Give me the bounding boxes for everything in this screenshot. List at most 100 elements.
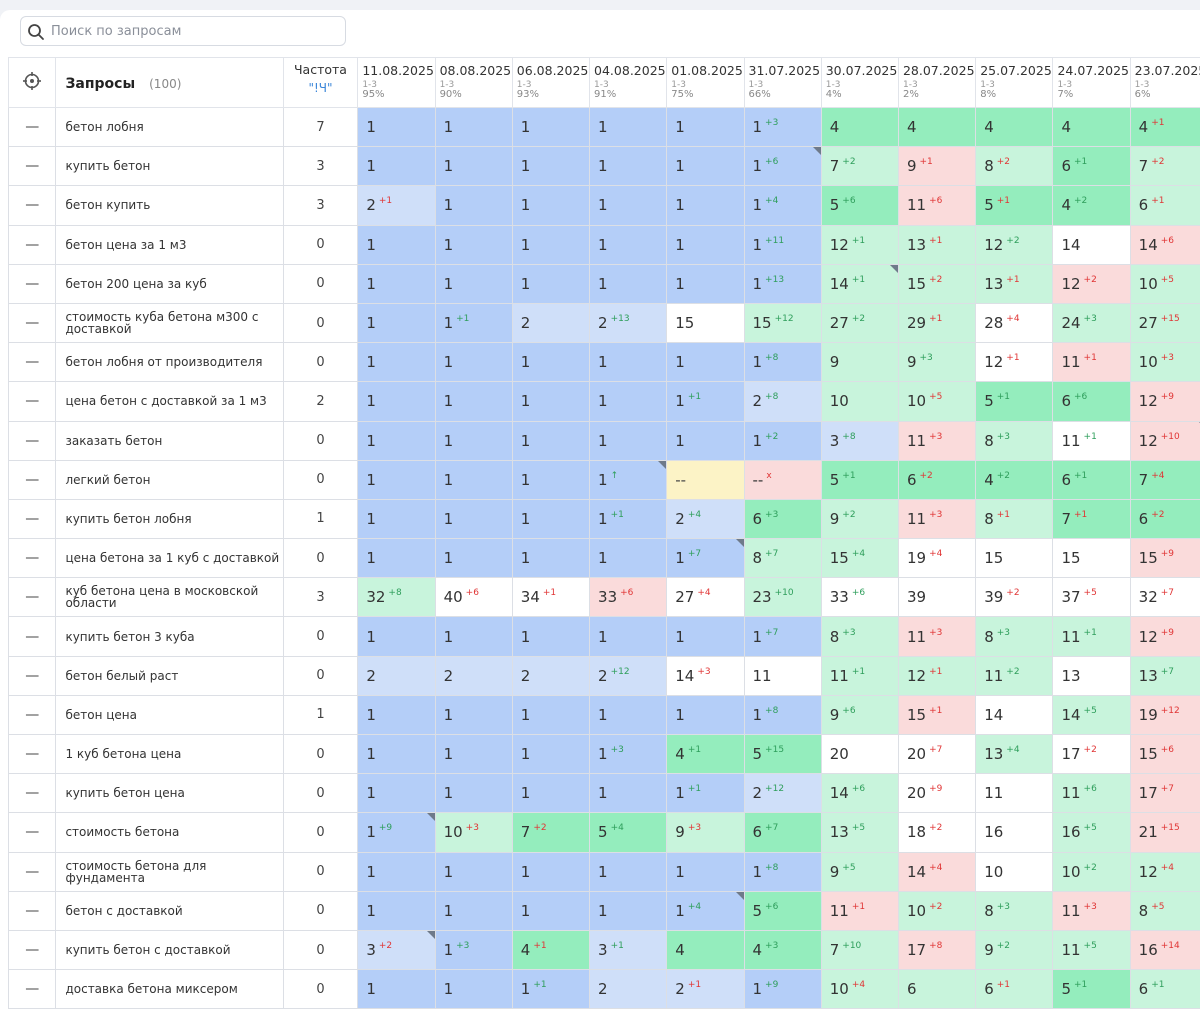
position-cell[interactable]: 5 +1 xyxy=(820,459,899,500)
position-cell[interactable]: 8 +2 xyxy=(975,146,1054,187)
position-cell[interactable]: 1 xyxy=(511,498,591,540)
position-cell[interactable]: 1 +7 xyxy=(666,538,745,579)
position-cell[interactable]: 10 +3 xyxy=(434,812,513,853)
position-cell[interactable]: 3 +8 xyxy=(820,420,899,461)
position-cell[interactable]: 6 +1 xyxy=(1129,185,1200,226)
row-collapse-toggle[interactable]: — xyxy=(7,498,57,540)
position-cell[interactable]: 1 +1 xyxy=(511,969,591,1010)
position-cell[interactable]: 1 xyxy=(357,106,436,148)
position-cell[interactable]: 6 +2 xyxy=(1129,498,1200,540)
position-cell[interactable]: 32 +8 xyxy=(357,577,436,618)
position-cell[interactable]: 7 +2 xyxy=(1129,146,1200,187)
position-cell[interactable]: -- xyxy=(666,459,745,500)
position-cell[interactable]: 5 +6 xyxy=(820,185,899,226)
position-cell[interactable]: 12 +2 xyxy=(1052,263,1131,304)
position-cell[interactable]: 1 xyxy=(666,224,745,265)
position-cell[interactable]: 1 +9 xyxy=(357,812,436,853)
row-collapse-toggle[interactable]: — xyxy=(7,420,57,461)
query-text[interactable]: бетон цена xyxy=(55,694,284,736)
position-cell[interactable]: 1 xyxy=(589,263,668,304)
position-cell[interactable]: 4 +2 xyxy=(975,459,1054,500)
position-cell[interactable]: 1 xyxy=(589,185,668,226)
position-cell[interactable]: 14 +5 xyxy=(1052,694,1131,736)
position-cell[interactable]: 1 xyxy=(666,420,745,461)
position-cell[interactable]: 1 xyxy=(589,224,668,265)
position-cell[interactable]: 15 +4 xyxy=(820,538,899,579)
position-cell[interactable]: 1 xyxy=(511,694,591,736)
query-text[interactable]: цена бетона за 1 куб с доставкой xyxy=(55,538,284,579)
position-cell[interactable]: 1 xyxy=(511,733,591,775)
position-cell[interactable]: 7 +2 xyxy=(511,812,591,853)
position-cell[interactable]: 32 +7 xyxy=(1129,577,1200,618)
position-cell[interactable]: 13 +5 xyxy=(820,812,899,853)
position-cell[interactable]: 6 +7 xyxy=(743,812,822,853)
position-cell[interactable]: 1 xyxy=(511,890,591,931)
query-text[interactable]: бетон купить xyxy=(55,185,284,226)
position-cell[interactable]: 1 xyxy=(434,733,513,775)
position-cell[interactable]: 10 +5 xyxy=(1129,263,1200,304)
position-cell[interactable]: 6 +6 xyxy=(1052,381,1131,422)
position-cell[interactable]: 7 +4 xyxy=(1129,459,1200,500)
position-cell[interactable]: 1 xyxy=(357,146,436,187)
position-cell[interactable]: 1 xyxy=(589,694,668,736)
position-cell[interactable]: 1 xyxy=(434,146,513,187)
position-cell[interactable]: 1 xyxy=(511,616,591,657)
position-cell[interactable]: 1 xyxy=(434,969,513,1010)
position-cell[interactable]: 2 +12 xyxy=(589,655,668,696)
position-cell[interactable]: 6 +1 xyxy=(1129,969,1200,1010)
position-cell[interactable]: 19 +12 xyxy=(1129,694,1200,736)
position-cell[interactable]: 1 xyxy=(511,146,591,187)
position-cell[interactable]: 6 +2 xyxy=(897,459,977,500)
search-input[interactable] xyxy=(51,21,341,41)
query-text[interactable]: бетон белый раст xyxy=(55,655,284,696)
position-cell[interactable]: 1 +1 xyxy=(666,773,745,814)
position-cell[interactable]: 1 xyxy=(434,420,513,461)
position-cell[interactable]: 1 xyxy=(434,185,513,226)
position-cell[interactable]: 12 +1 xyxy=(820,224,899,265)
position-cell[interactable]: 11 +1 xyxy=(820,655,899,696)
position-cell[interactable]: 29 +1 xyxy=(897,302,977,344)
position-cell[interactable]: 9 +3 xyxy=(897,342,977,383)
row-collapse-toggle[interactable]: — xyxy=(7,302,57,344)
position-cell[interactable]: 1 xyxy=(666,342,745,383)
position-cell[interactable]: 7 +10 xyxy=(820,929,899,971)
query-text[interactable]: бетон цена за 1 м3 xyxy=(55,224,284,265)
position-cell[interactable]: 1 xyxy=(511,381,591,422)
position-cell[interactable]: 1 xyxy=(434,851,513,892)
position-cell[interactable]: 13 +1 xyxy=(975,263,1054,304)
position-cell[interactable]: 12 +9 xyxy=(1129,616,1200,657)
position-cell[interactable]: 2 +1 xyxy=(666,969,745,1010)
position-cell[interactable]: 10 +5 xyxy=(897,381,977,422)
position-cell[interactable]: 8 +3 xyxy=(820,616,899,657)
row-collapse-toggle[interactable]: — xyxy=(7,224,57,265)
position-cell[interactable]: 3 +1 xyxy=(589,929,668,971)
row-collapse-toggle[interactable]: — xyxy=(7,106,57,148)
position-cell[interactable]: 33 +6 xyxy=(589,577,668,618)
position-cell[interactable]: 11 +3 xyxy=(1052,890,1131,931)
position-cell[interactable]: 9 +1 xyxy=(897,146,977,187)
position-cell[interactable]: 1 +8 xyxy=(743,851,822,892)
query-text[interactable]: стоимость куба бетона м300 с доставкой xyxy=(55,302,284,344)
position-cell[interactable]: 14 xyxy=(975,694,1054,736)
row-collapse-toggle[interactable]: — xyxy=(7,694,57,736)
position-cell[interactable]: 4 +3 xyxy=(743,929,822,971)
queries-column-header[interactable]: Запросы (100) xyxy=(55,57,284,108)
position-cell[interactable]: 1 +1 xyxy=(589,498,668,540)
position-cell[interactable]: 11 +6 xyxy=(897,185,977,226)
position-cell[interactable]: 11 +1 xyxy=(1052,616,1131,657)
position-cell[interactable]: 1 xyxy=(589,773,668,814)
query-text[interactable]: стоимость бетона xyxy=(55,812,284,853)
position-cell[interactable]: 6 +1 xyxy=(975,969,1054,1010)
position-cell[interactable]: 11 +3 xyxy=(897,616,977,657)
position-cell[interactable]: 1 +8 xyxy=(743,694,822,736)
position-cell[interactable]: 1 xyxy=(434,381,513,422)
frequency-mode-link[interactable]: "!Ч" xyxy=(308,81,333,95)
query-text[interactable]: 1 куб бетона цена xyxy=(55,733,284,775)
row-collapse-toggle[interactable]: — xyxy=(7,342,57,383)
position-cell[interactable]: 5 +4 xyxy=(589,812,668,853)
search-box[interactable] xyxy=(20,16,346,46)
position-cell[interactable]: 5 +1 xyxy=(975,185,1054,226)
position-cell[interactable]: 14 +1 xyxy=(820,263,899,304)
position-cell[interactable]: 7 +2 xyxy=(820,146,899,187)
query-text[interactable]: купить бетон 3 куба xyxy=(55,616,284,657)
